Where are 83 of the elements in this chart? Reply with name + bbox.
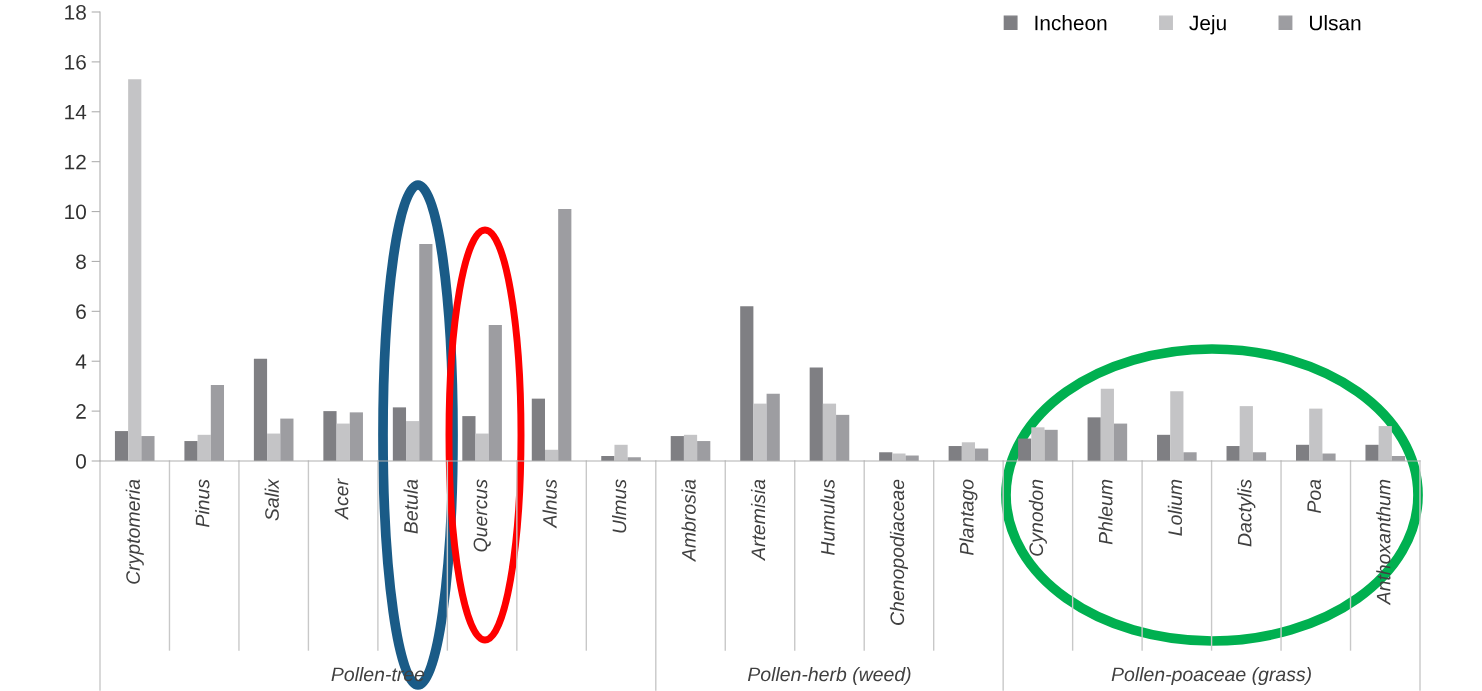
- x-tick-label: Salix: [264, 478, 279, 521]
- bar: [323, 411, 337, 461]
- legend-label: Incheon: [1035, 15, 1107, 31]
- y-tick-label: 10: [65, 204, 86, 220]
- bar: [683, 434, 698, 461]
- bar: [531, 398, 545, 461]
- bar: [1226, 446, 1240, 461]
- bar: [822, 403, 837, 461]
- bar: [740, 306, 754, 461]
- bar: [766, 393, 780, 461]
- x-tick-label: Pinus: [195, 479, 210, 527]
- x-tick-label: Acer: [334, 478, 349, 520]
- y-tick-label: 0: [76, 454, 86, 469]
- bar: [349, 412, 363, 461]
- bar: [1044, 429, 1058, 461]
- bar: [670, 436, 684, 461]
- bar: [836, 414, 850, 461]
- bar: [197, 434, 211, 461]
- bar: [1183, 452, 1197, 461]
- bar: [1252, 452, 1267, 461]
- x-tick-label: Quercus: [473, 479, 491, 552]
- bar: [184, 441, 198, 461]
- bar: [419, 243, 433, 461]
- x-tick-label: Dactylis: [1237, 479, 1256, 547]
- bar: [558, 209, 572, 461]
- bar: [753, 403, 767, 461]
- bar: [128, 79, 142, 461]
- x-tick-label: Alnus: [542, 479, 557, 529]
- bar: [475, 433, 489, 461]
- x-tick-label: Cynodon: [1028, 479, 1047, 556]
- x-tick-label: Poa: [1307, 479, 1322, 513]
- x-tick-label: Chenopodiaceae: [889, 479, 909, 625]
- x-tick-label: Phleum: [1098, 479, 1113, 545]
- bar: [141, 436, 155, 461]
- bar: [1365, 444, 1379, 461]
- bar: [1100, 388, 1114, 461]
- y-tick-label: 8: [76, 254, 86, 270]
- bar: [336, 423, 350, 461]
- x-tick-label: Ambrosia: [681, 479, 696, 563]
- bar: [392, 407, 407, 461]
- bar: [114, 431, 129, 461]
- bar: [1170, 391, 1184, 461]
- x-tick-label: Ulmus: [611, 479, 627, 533]
- x-tick-label: Humulus: [820, 479, 835, 556]
- y-tick-label: 16: [65, 54, 86, 70]
- legend-label: Jeju: [1189, 15, 1226, 35]
- bar: [210, 384, 225, 461]
- y-tick-label: 12: [65, 154, 86, 170]
- bar: [879, 452, 893, 461]
- bar: [1018, 438, 1032, 461]
- y-tick-label: 14: [65, 104, 87, 120]
- bar: [961, 442, 976, 461]
- y-tick-label: 6: [76, 304, 86, 320]
- x-tick-label: Plantago: [959, 479, 978, 556]
- bar: [406, 421, 420, 461]
- legend-label: Ulsan: [1310, 15, 1361, 31]
- bar: [1087, 417, 1101, 461]
- bar: [1239, 406, 1253, 461]
- x-tick-label: Betula: [403, 479, 418, 534]
- bar: [1378, 426, 1392, 461]
- bar: [809, 367, 823, 461]
- y-tick-label: 2: [76, 404, 86, 419]
- bar: [1295, 444, 1310, 461]
- bar: [948, 446, 962, 461]
- bar: [1309, 408, 1323, 461]
- bar: [488, 325, 502, 461]
- y-tick-label: 18: [65, 5, 86, 20]
- x-tick-label: Lolium: [1167, 479, 1183, 536]
- bar: [280, 418, 294, 461]
- text: Pollen-herb (weed): [747, 666, 911, 686]
- bar: [462, 416, 476, 461]
- bar: [1157, 434, 1171, 461]
- bar: [1031, 427, 1045, 461]
- text: Pollen-poaceae (grass): [1111, 666, 1311, 686]
- bar: [614, 444, 628, 461]
- bar: [267, 433, 281, 461]
- bar: [253, 358, 268, 461]
- x-tick-label: Cryptomeria: [125, 479, 144, 584]
- y-tick-label: 4: [75, 354, 87, 369]
- x-tick-label: Artemisia: [750, 479, 766, 561]
- x-tick-label: Anthoxanthum: [1376, 479, 1391, 606]
- bar: [697, 441, 711, 461]
- bar: [1113, 423, 1128, 461]
